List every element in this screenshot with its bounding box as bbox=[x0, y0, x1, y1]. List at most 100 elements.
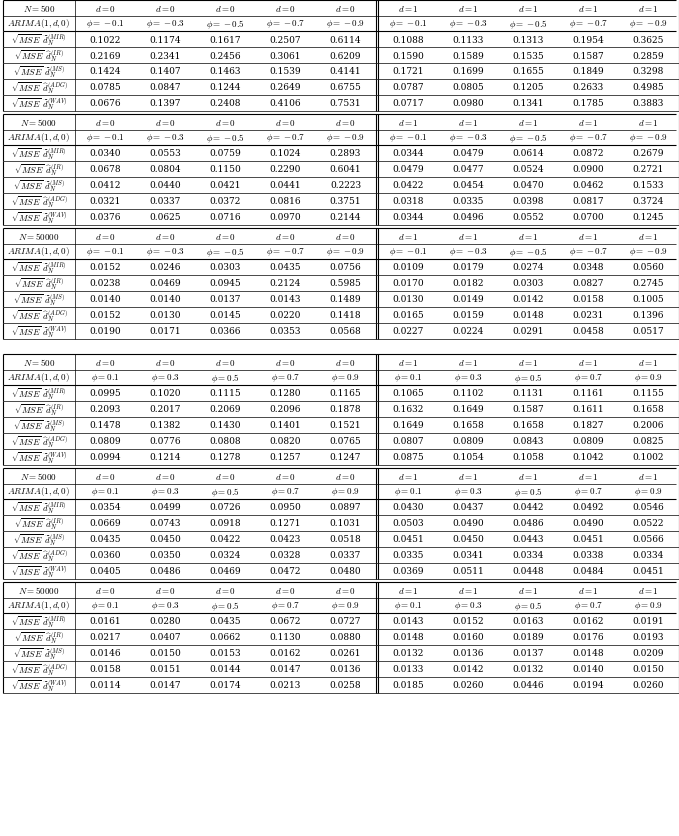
Text: $d = 0$: $d = 0$ bbox=[275, 357, 296, 367]
Text: $\phi=-0.9$: $\phi=-0.9$ bbox=[629, 132, 668, 144]
Text: $\phi=0.1$: $\phi=0.1$ bbox=[91, 372, 120, 384]
Text: $N = 5000$
$ARIMA(1, d, 0)$: $N = 5000$ $ARIMA(1, d, 0)$ bbox=[7, 470, 71, 497]
Text: 0.0142: 0.0142 bbox=[513, 295, 544, 304]
Text: 0.1521: 0.1521 bbox=[329, 421, 361, 430]
Text: 0.0499: 0.0499 bbox=[149, 503, 181, 512]
Text: 0.0341: 0.0341 bbox=[452, 551, 484, 560]
Text: 0.0335: 0.0335 bbox=[452, 197, 484, 206]
Text: 0.0171: 0.0171 bbox=[149, 327, 181, 336]
Text: 0.1088: 0.1088 bbox=[392, 35, 424, 44]
Text: 0.0152: 0.0152 bbox=[89, 311, 121, 320]
Text: 0.0407: 0.0407 bbox=[149, 633, 181, 642]
Text: 0.0676: 0.0676 bbox=[89, 99, 121, 109]
Text: $d = 1$: $d = 1$ bbox=[398, 472, 418, 482]
Text: $\sqrt{MSE}\ \widetilde{d}_N^{(MS)}$: $\sqrt{MSE}\ \widetilde{d}_N^{(MS)}$ bbox=[13, 292, 65, 308]
Text: $d = 1$: $d = 1$ bbox=[398, 585, 418, 595]
Text: 0.1247: 0.1247 bbox=[330, 453, 361, 462]
Text: 0.0435: 0.0435 bbox=[89, 535, 121, 544]
Text: 0.0209: 0.0209 bbox=[633, 649, 664, 658]
Text: $\sqrt{MSE}\ \widetilde{d}_N^{(WAV)}$: $\sqrt{MSE}\ \widetilde{d}_N^{(WAV)}$ bbox=[11, 450, 67, 466]
Text: $d = 1$: $d = 1$ bbox=[638, 232, 659, 242]
Text: $\phi=0.3$: $\phi=0.3$ bbox=[151, 599, 179, 611]
Text: 0.1133: 0.1133 bbox=[452, 35, 484, 44]
Text: $\sqrt{MSE}\ \widehat{d}_N^{(IR)}$: $\sqrt{MSE}\ \widehat{d}_N^{(IR)}$ bbox=[14, 276, 64, 292]
Text: 0.1002: 0.1002 bbox=[633, 453, 664, 462]
Text: 0.0146: 0.0146 bbox=[89, 649, 121, 658]
Text: $d = 1$: $d = 1$ bbox=[398, 3, 418, 13]
Text: $d = 1$: $d = 1$ bbox=[458, 585, 479, 595]
Text: 0.0809: 0.0809 bbox=[572, 437, 604, 446]
Text: 0.0335: 0.0335 bbox=[392, 551, 424, 560]
Text: 0.0334: 0.0334 bbox=[633, 551, 664, 560]
Text: 0.0344: 0.0344 bbox=[392, 150, 424, 158]
Text: 0.0143: 0.0143 bbox=[270, 295, 301, 304]
Text: $d = 1$: $d = 1$ bbox=[638, 585, 659, 595]
Text: 0.3625: 0.3625 bbox=[633, 35, 664, 44]
Text: 0.0324: 0.0324 bbox=[210, 551, 241, 560]
Text: 0.0353: 0.0353 bbox=[270, 327, 301, 336]
Text: 0.0743: 0.0743 bbox=[149, 519, 181, 528]
Text: $\phi=0.7$: $\phi=0.7$ bbox=[574, 599, 603, 611]
Text: 0.0140: 0.0140 bbox=[89, 295, 121, 304]
Text: $d = 0$: $d = 0$ bbox=[215, 118, 236, 128]
Text: $N = 5000$
$ARIMA(1, d, 0)$: $N = 5000$ $ARIMA(1, d, 0)$ bbox=[7, 116, 71, 144]
Text: 0.0727: 0.0727 bbox=[330, 617, 361, 626]
Text: 0.0132: 0.0132 bbox=[513, 665, 544, 674]
Text: 0.0785: 0.0785 bbox=[89, 84, 121, 93]
Text: $\phi=-0.9$: $\phi=-0.9$ bbox=[629, 18, 668, 30]
Text: 0.2893: 0.2893 bbox=[330, 150, 361, 158]
Text: 0.6114: 0.6114 bbox=[329, 35, 361, 44]
Text: $d = 0$: $d = 0$ bbox=[94, 3, 115, 13]
Text: 0.0147: 0.0147 bbox=[149, 681, 181, 690]
Text: 0.1587: 0.1587 bbox=[513, 405, 544, 414]
Text: 0.1590: 0.1590 bbox=[392, 52, 424, 60]
Text: 0.0552: 0.0552 bbox=[513, 213, 544, 222]
Text: $\phi=0.5$: $\phi=0.5$ bbox=[514, 599, 543, 612]
Text: 0.0291: 0.0291 bbox=[513, 327, 544, 336]
Text: 0.1341: 0.1341 bbox=[513, 99, 544, 109]
Text: $d = 1$: $d = 1$ bbox=[518, 118, 538, 128]
Text: $d = 0$: $d = 0$ bbox=[94, 357, 115, 367]
Text: 0.1954: 0.1954 bbox=[572, 35, 604, 44]
Text: 0.1407: 0.1407 bbox=[149, 68, 181, 76]
Text: $d = 0$: $d = 0$ bbox=[94, 472, 115, 482]
Text: 0.0337: 0.0337 bbox=[330, 551, 361, 560]
Text: $\phi=-0.5$: $\phi=-0.5$ bbox=[509, 246, 548, 258]
Text: $d = 0$: $d = 0$ bbox=[155, 118, 176, 128]
Text: $d = 0$: $d = 0$ bbox=[155, 472, 176, 482]
Text: 0.0441: 0.0441 bbox=[270, 181, 301, 191]
Text: $\sqrt{MSE}\ \widetilde{d}_N^{(MS)}$: $\sqrt{MSE}\ \widetilde{d}_N^{(MS)}$ bbox=[13, 64, 65, 79]
Text: 0.0366: 0.0366 bbox=[210, 327, 241, 336]
Text: 0.1205: 0.1205 bbox=[513, 84, 544, 93]
Text: 0.0820: 0.0820 bbox=[270, 437, 301, 446]
Text: $d = 1$: $d = 1$ bbox=[578, 357, 599, 367]
Text: 0.4141: 0.4141 bbox=[329, 68, 361, 76]
Text: $d = 0$: $d = 0$ bbox=[335, 118, 356, 128]
Text: 0.1649: 0.1649 bbox=[452, 405, 484, 414]
Text: 0.0480: 0.0480 bbox=[329, 567, 361, 576]
Text: $d = 1$: $d = 1$ bbox=[458, 357, 479, 367]
Text: 0.0338: 0.0338 bbox=[572, 551, 604, 560]
Text: 0.0625: 0.0625 bbox=[149, 213, 181, 222]
Text: 0.0945: 0.0945 bbox=[209, 279, 241, 288]
Text: 0.0492: 0.0492 bbox=[572, 503, 604, 512]
Text: $d = 1$: $d = 1$ bbox=[518, 472, 538, 482]
Text: 0.0787: 0.0787 bbox=[392, 84, 424, 93]
Text: 0.0147: 0.0147 bbox=[270, 665, 301, 674]
Text: 0.0458: 0.0458 bbox=[572, 327, 604, 336]
Text: 0.3298: 0.3298 bbox=[633, 68, 664, 76]
Text: 0.1174: 0.1174 bbox=[149, 35, 181, 44]
Text: $\sqrt{MSE}\ \widetilde{d}_N^{(MS)}$: $\sqrt{MSE}\ \widetilde{d}_N^{(MS)}$ bbox=[13, 532, 65, 548]
Text: $\phi=0.3$: $\phi=0.3$ bbox=[454, 599, 483, 611]
Text: 0.0161: 0.0161 bbox=[89, 617, 121, 626]
Text: $\phi=0.7$: $\phi=0.7$ bbox=[271, 599, 300, 611]
Text: $\sqrt{MSE}\ \widetilde{d}_N^{(MIR)}$: $\sqrt{MSE}\ \widetilde{d}_N^{(MIR)}$ bbox=[11, 32, 67, 48]
Text: 0.1849: 0.1849 bbox=[572, 68, 604, 76]
Text: 0.0158: 0.0158 bbox=[572, 295, 604, 304]
Text: 0.0137: 0.0137 bbox=[513, 649, 544, 658]
Text: 0.2859: 0.2859 bbox=[633, 52, 664, 60]
Text: $d = 1$: $d = 1$ bbox=[518, 3, 538, 13]
Text: 0.0437: 0.0437 bbox=[452, 503, 484, 512]
Text: 0.4106: 0.4106 bbox=[270, 99, 301, 109]
Text: $N = 500$
$ARIMA(1, d, 0)$: $N = 500$ $ARIMA(1, d, 0)$ bbox=[7, 356, 71, 384]
